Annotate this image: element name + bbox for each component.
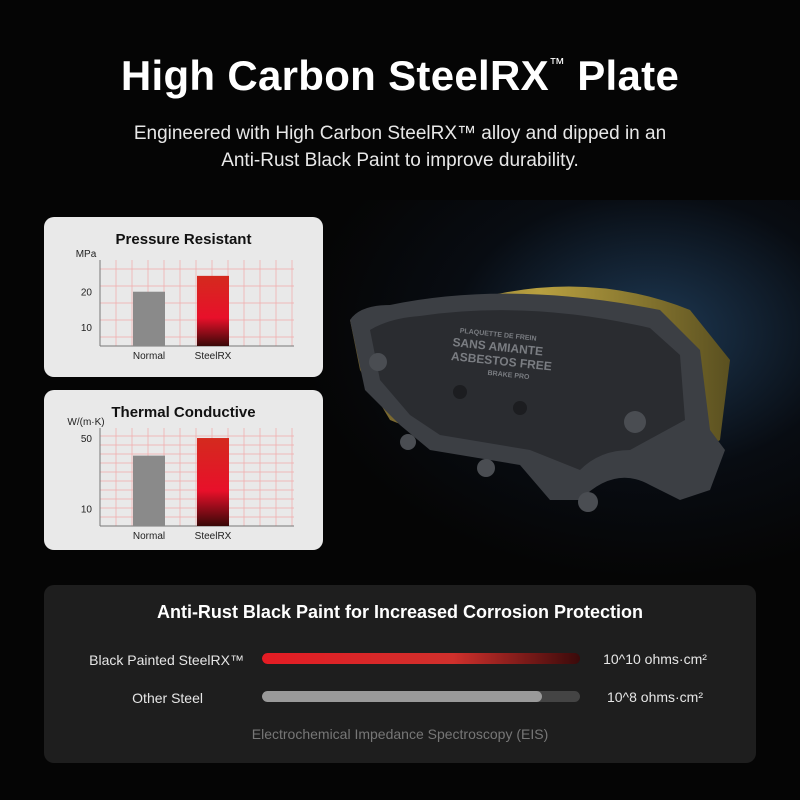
y-axis-label: MPa <box>76 249 97 260</box>
chart-title: Pressure Resistant <box>115 231 252 248</box>
pressure-chart: MPa 10 20 Normal SteelRX <box>76 249 294 362</box>
thermal-chart-card: Thermal Conductive W/(m·K) 10 50 Normal Stee… <box>44 390 323 550</box>
bar-fill-black-painted <box>262 653 580 664</box>
bar-track <box>262 691 580 702</box>
row-label: Black Painted SteelRX™ <box>89 652 244 668</box>
x-tick-label: Normal <box>133 531 165 542</box>
chart-title: Thermal Conductive <box>111 404 256 421</box>
bar-steelrx <box>197 438 229 526</box>
y-tick-label: 10 <box>81 323 93 334</box>
row-label: Other Steel <box>132 690 203 706</box>
value-label: 10^8 ohms·cm² <box>606 689 704 705</box>
pressure-chart-card: Pressure Resistant MPa 10 20 Normal SteelRX <box>44 217 323 377</box>
axis-caption: Electrochemical Impedance Spectroscopy (… <box>251 726 549 742</box>
page-title: High Carbon SteelRX™ Plate <box>120 52 680 99</box>
pad-text: BRAKE PRO <box>487 370 530 381</box>
y-tick-label: 50 <box>81 434 93 445</box>
value-label: 10^10 ohms·cm² <box>603 651 707 667</box>
corrosion-panel: Anti-Rust Black Paint for Increased Corr… <box>44 585 756 763</box>
x-tick-label: SteelRX <box>195 351 232 362</box>
subtitle: Engineered with High Carbon SteelRX™ all… <box>133 123 667 171</box>
panel-title: Anti-Rust Black Paint for Increased Corr… <box>156 602 644 622</box>
bar-track <box>262 653 580 664</box>
thermal-chart: W/(m·K) 10 50 Normal SteelRX <box>67 417 294 542</box>
y-tick-label: 10 <box>81 504 93 515</box>
x-tick-label: Normal <box>133 351 165 362</box>
brake-pad-image: PLAQUETTE DE FREIN SANS AMIANTE ASBESTOS… <box>350 286 730 512</box>
y-tick-label: 20 <box>81 288 93 299</box>
bar-steelrx <box>197 275 229 346</box>
bar-normal <box>133 291 165 346</box>
x-tick-label: SteelRX <box>195 531 232 542</box>
y-axis-label: W/(m·K) <box>67 417 104 428</box>
bar-normal <box>133 455 165 526</box>
bar-fill-other-steel <box>262 691 542 702</box>
